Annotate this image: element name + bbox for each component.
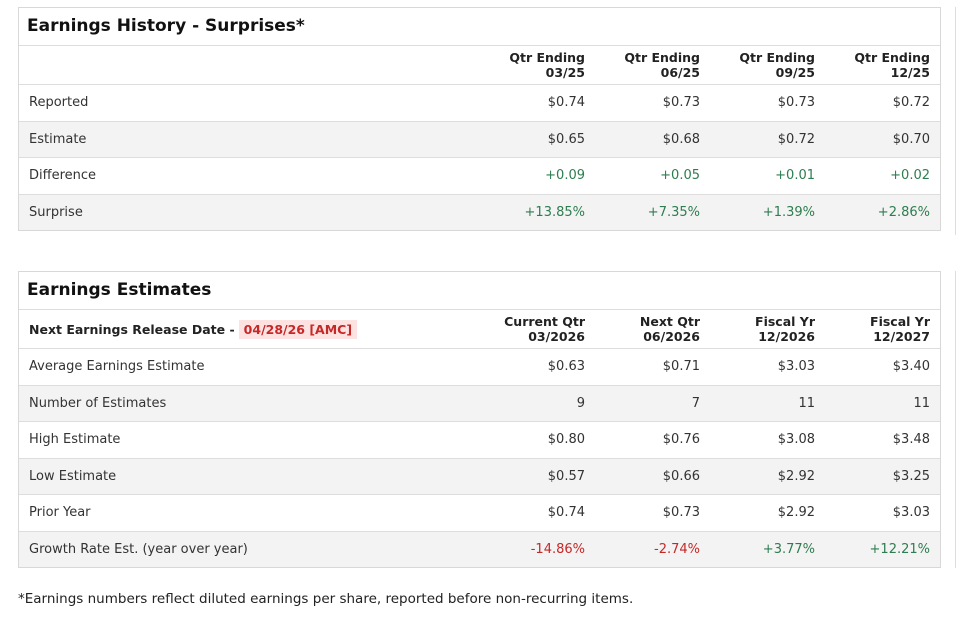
column-header: Fiscal Yr 12/2027 [825,310,940,349]
cell-value: +0.09 [480,157,595,195]
table-row: Reported $0.74 $0.73 $0.73 $0.72 [19,84,940,122]
column-header-line1: Qtr Ending [509,50,585,65]
column-header-line2: 06/25 [660,65,700,80]
earnings-estimates-panel: Earnings Estimates Next Earnings Release… [18,271,941,568]
column-header-line1: Next Qtr [639,314,700,329]
table-row: Prior Year $0.74 $0.73 $2.92 $3.03 [19,494,940,532]
row-label: Low Estimate [19,458,480,495]
table-row: Growth Rate Est. (year over year) -14.86%… [19,531,940,567]
earnings-estimates-table: Next Earnings Release Date -04/28/26 [AM… [19,310,940,567]
header-blank [19,46,480,85]
column-header-line1: Fiscal Yr [755,314,815,329]
column-header-line1: Qtr Ending [739,50,815,65]
cell-value: 11 [710,385,825,422]
cell-value: +0.05 [595,157,710,195]
column-header-line2: 12/25 [890,65,930,80]
column-header-line2: 09/25 [775,65,815,80]
cell-value: +2.86% [825,194,940,230]
cell-value: +0.02 [825,157,940,195]
cell-value: $3.03 [710,348,825,386]
row-label: Difference [19,157,480,195]
cell-value: $0.72 [710,121,825,158]
cell-value: $0.70 [825,121,940,158]
cell-value: $0.72 [825,84,940,122]
row-label: Number of Estimates [19,385,480,422]
column-header: Fiscal Yr 12/2026 [710,310,825,349]
cell-value: $3.03 [825,494,940,532]
cell-value: 9 [480,385,595,422]
column-header: Next Qtr 06/2026 [595,310,710,349]
row-label: Growth Rate Est. (year over year) [19,531,480,567]
release-date-label: Next Earnings Release Date - [29,321,235,337]
column-header: Qtr Ending 12/25 [825,46,940,85]
column-header-line2: 03/2026 [528,329,585,344]
cell-value: $0.57 [480,458,595,495]
cell-value: $2.92 [710,458,825,495]
cell-value: +0.01 [710,157,825,195]
column-header: Current Qtr 03/2026 [480,310,595,349]
panel-title: Earnings Estimates [19,272,940,310]
row-label: Reported [19,84,480,122]
column-header-line1: Qtr Ending [854,50,930,65]
table-row: High Estimate $0.80 $0.76 $3.08 $3.48 [19,421,940,459]
row-label: Surprise [19,194,480,230]
cell-value: $0.73 [710,84,825,122]
panel-title: Earnings History - Surprises* [19,8,940,46]
column-header: Qtr Ending 06/25 [595,46,710,85]
earnings-history-table: Qtr Ending 03/25 Qtr Ending 06/25 Qtr Ending… [19,46,940,230]
cell-value: +3.77% [710,531,825,567]
column-header-line2: 03/25 [545,65,585,80]
cell-value: $0.63 [480,348,595,386]
row-label: Estimate [19,121,480,158]
table-row: Number of Estimates 9 7 11 11 [19,385,940,422]
cell-value: $3.08 [710,421,825,459]
row-label: Average Earnings Estimate [19,348,480,386]
cell-value: 7 [595,385,710,422]
adjacent-panel-edge [955,271,960,568]
cell-value: $0.73 [595,84,710,122]
cell-value: +7.35% [595,194,710,230]
cell-value: $3.25 [825,458,940,495]
row-label: High Estimate [19,421,480,459]
release-date-header: Next Earnings Release Date -04/28/26 [AM… [19,310,480,349]
cell-value: 11 [825,385,940,422]
cell-value: +1.39% [710,194,825,230]
cell-value: $0.74 [480,84,595,122]
column-header-line2: 06/2026 [643,329,700,344]
column-header-line1: Fiscal Yr [870,314,930,329]
column-header-line1: Current Qtr [504,314,585,329]
table-row: Difference +0.09 +0.05 +0.01 +0.02 [19,157,940,195]
cell-value: $3.48 [825,421,940,459]
table-row: Average Earnings Estimate $0.63 $0.71 $3.03… [19,348,940,386]
cell-value: $0.74 [480,494,595,532]
table-row: Low Estimate $0.57 $0.66 $2.92 $3.25 [19,458,940,495]
cell-value: $3.40 [825,348,940,386]
cell-value: +13.85% [480,194,595,230]
table-row: Surprise +13.85% +7.35% +1.39% +2.86% [19,194,940,230]
earnings-history-panel: Earnings History - Surprises* Qtr Ending… [18,7,941,231]
cell-value: $0.68 [595,121,710,158]
cell-value: +12.21% [825,531,940,567]
cell-value: $0.66 [595,458,710,495]
footnote: *Earnings numbers reflect diluted earnin… [18,591,634,607]
table-row: Estimate $0.65 $0.68 $0.72 $0.70 [19,121,940,158]
cell-value: $0.73 [595,494,710,532]
column-header-line2: 12/2027 [873,329,930,344]
column-header-line1: Qtr Ending [624,50,700,65]
row-label: Prior Year [19,494,480,532]
cell-value: $2.92 [710,494,825,532]
cell-value: -14.86% [480,531,595,567]
cell-value: $0.80 [480,421,595,459]
column-header-line2: 12/2026 [758,329,815,344]
cell-value: $0.76 [595,421,710,459]
column-header: Qtr Ending 03/25 [480,46,595,85]
adjacent-panel-edge [955,7,960,235]
cell-value: -2.74% [595,531,710,567]
release-date-badge: 04/28/26 [AMC] [238,319,358,339]
cell-value: $0.71 [595,348,710,386]
column-header: Qtr Ending 09/25 [710,46,825,85]
cell-value: $0.65 [480,121,595,158]
